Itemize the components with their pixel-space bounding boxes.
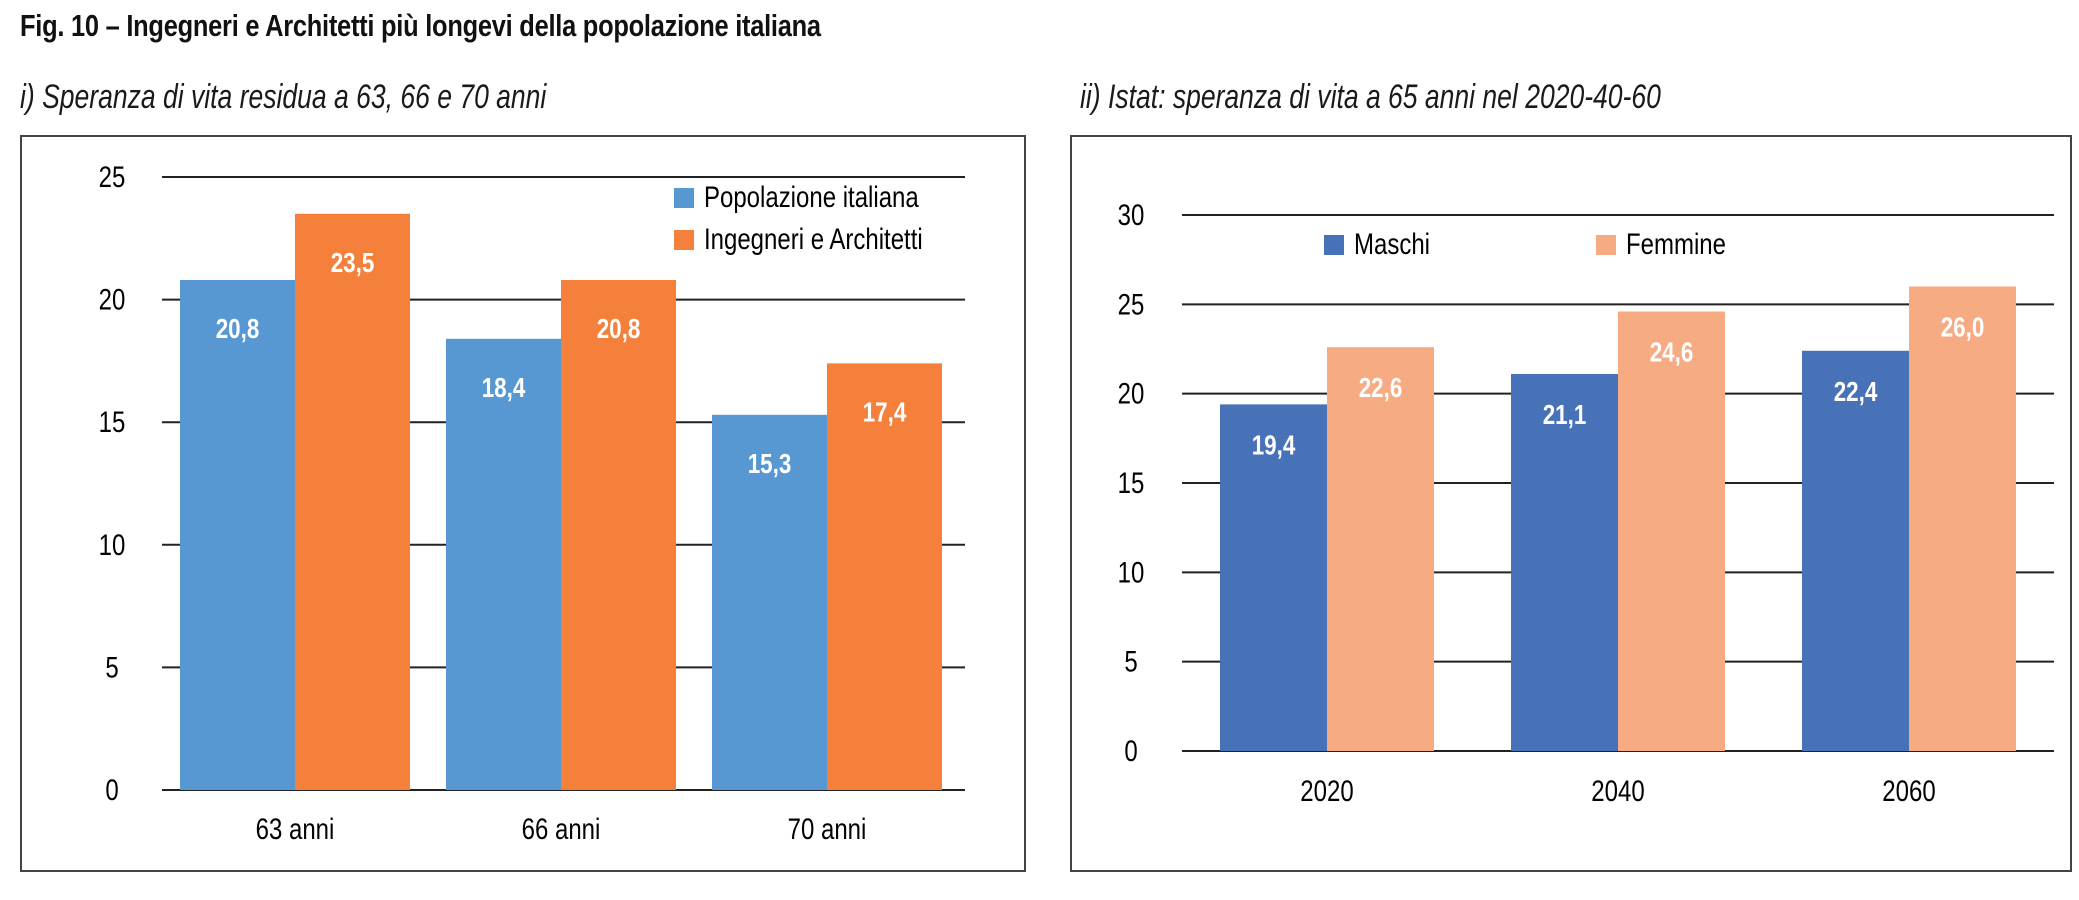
chart-1-svg: 0 5 10 15 20 25 20,8 23,5 63 anni 18,4 20,8 66 anni… [99, 159, 965, 846]
bar-ingegneri-e-architetti-70-anni [827, 363, 942, 790]
x-category-label: 70 anni [788, 811, 867, 845]
chart-2-svg: 0 5 10 15 20 25 30 19,4 22,6 2020 21,1 24,6 2040 22,4… [1118, 197, 2054, 808]
legend-label: Ingegneri e Architetti [704, 221, 923, 255]
y-tick-label: 20 [99, 282, 126, 316]
bar-femmine-2060 [1909, 286, 2016, 751]
x-category-label: 2060 [1882, 773, 1935, 807]
bar-popolazione-italiana-66-anni [446, 338, 561, 790]
y-tick-label: 15 [1118, 465, 1145, 499]
y-tick-label: 15 [99, 405, 126, 439]
data-label: 20,8 [216, 314, 260, 345]
data-label: 21,1 [1543, 400, 1587, 431]
legend-swatch [1596, 235, 1616, 255]
y-tick-label: 10 [1118, 555, 1145, 589]
bar-ingegneri-e-architetti-63-anni [295, 213, 410, 790]
data-label: 19,4 [1252, 430, 1296, 461]
data-label: 18,4 [482, 373, 526, 404]
legend-label: Femmine [1626, 226, 1726, 260]
data-label: 22,6 [1359, 373, 1403, 404]
y-tick-label: 5 [105, 650, 118, 684]
y-tick-label: 5 [1124, 644, 1137, 678]
data-label: 26,0 [1941, 312, 1985, 343]
chart-2-title: ii) Istat: speranza di vita a 65 anni ne… [1080, 78, 1661, 116]
chart-2-panel: 0 5 10 15 20 25 30 19,4 22,6 2020 21,1 24,6 2040 22,4… [1070, 135, 2072, 872]
bar-maschi-2060 [1802, 350, 1909, 751]
legend-label: Popolazione italiana [704, 179, 920, 213]
data-label: 22,4 [1834, 376, 1878, 407]
y-tick-label: 10 [99, 527, 126, 561]
figure-title: Fig. 10 – Ingegneri e Architetti più lon… [20, 8, 821, 43]
chart-1-title: i) Speranza di vita residua a 63, 66 e 7… [20, 78, 547, 116]
bar-femmine-2040 [1618, 311, 1725, 751]
y-tick-label: 25 [1118, 287, 1145, 321]
chart-1-panel: 0 5 10 15 20 25 20,8 23,5 63 anni 18,4 20,8 66 anni… [20, 135, 1026, 872]
legend-swatch [1324, 235, 1344, 255]
y-tick-label: 30 [1118, 197, 1145, 231]
bar-maschi-2040 [1511, 374, 1618, 751]
bar-ingegneri-e-architetti-66-anni [561, 279, 676, 790]
legend-swatch [674, 188, 694, 208]
y-tick-label: 0 [1124, 733, 1137, 767]
x-category-label: 63 anni [256, 811, 335, 845]
y-tick-label: 0 [105, 772, 118, 806]
x-category-label: 2020 [1300, 773, 1353, 807]
x-category-label: 2040 [1591, 773, 1644, 807]
data-label: 17,4 [863, 397, 907, 428]
y-tick-label: 25 [99, 159, 126, 193]
bar-popolazione-italiana-63-anni [180, 279, 295, 790]
data-label: 15,3 [748, 449, 792, 480]
legend-swatch [674, 230, 694, 250]
data-label: 20,8 [597, 314, 641, 345]
legend-label: Maschi [1354, 226, 1430, 260]
bar-maschi-2020 [1220, 404, 1327, 751]
y-tick-label: 20 [1118, 376, 1145, 410]
bar-femmine-2020 [1327, 347, 1434, 751]
data-label: 23,5 [331, 247, 375, 278]
bar-popolazione-italiana-70-anni [712, 414, 827, 790]
x-category-label: 66 anni [522, 811, 601, 845]
data-label: 24,6 [1650, 337, 1694, 368]
